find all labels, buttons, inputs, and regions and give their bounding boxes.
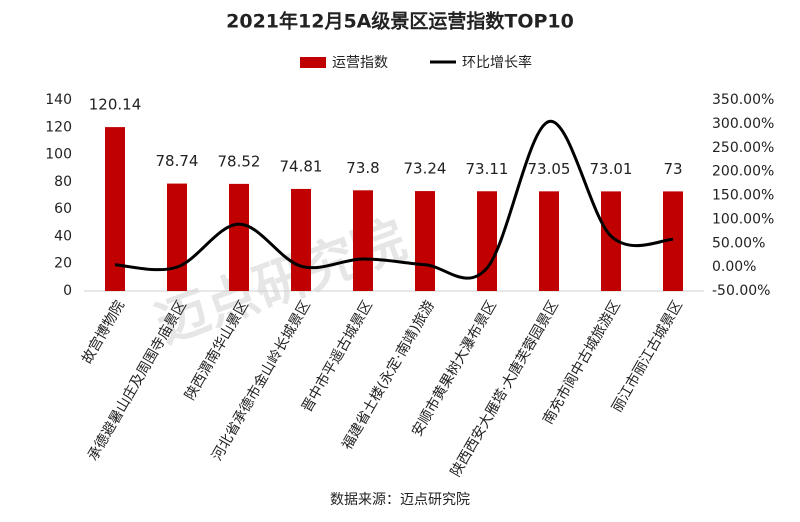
- x-tick-label: 故宫博物院: [78, 298, 128, 367]
- value-label: 73.05: [528, 160, 571, 178]
- x-tick-label: 陕西西安大雁塔·大唐芙蓉园景区: [447, 298, 562, 480]
- value-label: 74.81: [280, 157, 323, 175]
- bar: [601, 191, 621, 291]
- source-note: 数据来源：迈点研究院: [330, 492, 470, 508]
- y-tick-label: 140: [45, 92, 72, 108]
- y-tick-label: 100: [45, 147, 72, 163]
- value-label: 73.8: [346, 159, 379, 177]
- y2-tick-label: 350.00%: [712, 92, 774, 108]
- y2-tick-label: 300.00%: [712, 116, 774, 132]
- value-label: 73.24: [404, 160, 447, 178]
- legend-label: 运营指数: [332, 55, 388, 71]
- chart-title: 2021年12月5A级景区运营指数TOP10: [226, 10, 574, 33]
- y2-tick-label: 0.00%: [712, 259, 756, 275]
- value-label: 78.52: [218, 152, 261, 170]
- x-tick-label: 晋中市平遥古城景区: [298, 298, 376, 416]
- legend-swatch: [300, 57, 326, 68]
- y-tick-label: 20: [54, 256, 72, 272]
- bar: [167, 183, 187, 291]
- line: [114, 119, 674, 280]
- bar: [477, 191, 497, 291]
- value-label: 120.14: [89, 96, 142, 114]
- y2-tick-label: 200.00%: [712, 164, 774, 180]
- y2-tick-label: 250.00%: [712, 140, 774, 156]
- y-tick-label: 40: [54, 228, 72, 244]
- bar: [353, 190, 373, 291]
- value-label: 73: [663, 160, 682, 178]
- y2-tick-label: 150.00%: [712, 188, 774, 204]
- y2-tick-label: 100.00%: [712, 211, 774, 227]
- legend-label: 环比增长率: [462, 54, 532, 71]
- bar: [415, 191, 435, 291]
- bar: [539, 191, 559, 291]
- y-tick-label: 0: [63, 283, 72, 299]
- value-label: 73.01: [590, 160, 633, 178]
- value-label: 73.11: [466, 160, 509, 178]
- y-tick-label: 80: [54, 174, 72, 190]
- x-tick-label: 丽江市丽江古城景区: [608, 298, 686, 416]
- y2-tick-label: -50.00%: [712, 283, 770, 299]
- value-label: 78.74: [156, 152, 199, 170]
- y-tick-label: 60: [54, 201, 72, 217]
- bar: [663, 191, 683, 291]
- bar: [105, 127, 125, 291]
- bar: [291, 188, 311, 291]
- y2-tick-label: 50.00%: [712, 235, 765, 251]
- bar: [229, 183, 249, 291]
- y-tick-label: 120: [45, 119, 72, 135]
